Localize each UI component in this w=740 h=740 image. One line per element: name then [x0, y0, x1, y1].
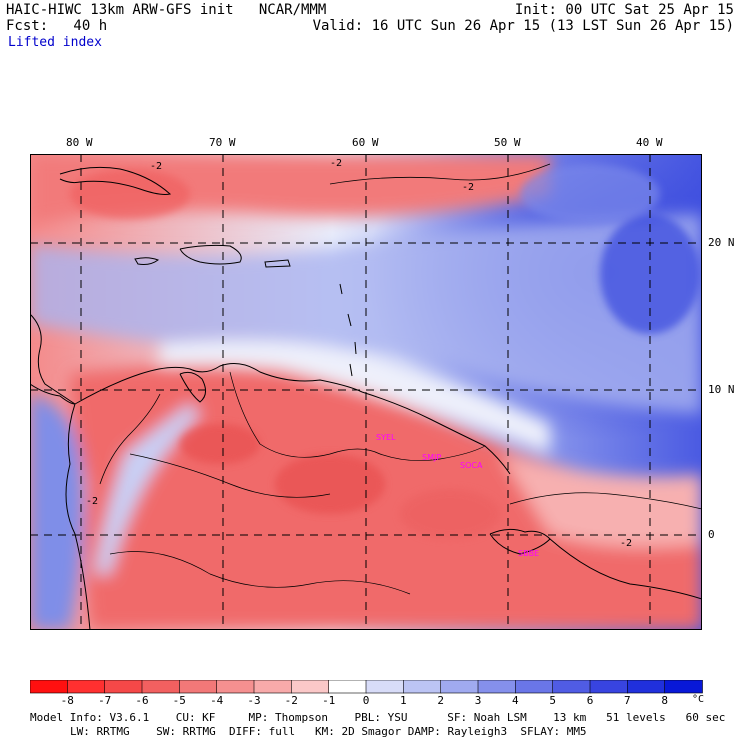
station-smjp: SMJP	[422, 453, 441, 462]
colorbar	[30, 680, 703, 694]
colorbar-swatch	[477, 680, 517, 694]
station-syel: SYEL	[376, 433, 396, 442]
colorbar-swatch	[627, 680, 666, 694]
lon-label-50w: 50 W	[494, 136, 521, 149]
lat-label-20n: 20 N	[708, 236, 735, 249]
station-sbbe: SBBE	[518, 549, 539, 558]
colorbar-swatch	[515, 680, 554, 694]
grid-lines	[30, 154, 702, 630]
colorbar-label: 8	[661, 694, 668, 707]
colorbar-label: -3	[247, 694, 261, 707]
colorbar-swatch	[552, 680, 591, 694]
colorbar-swatch	[216, 680, 255, 694]
colorbar-label: -8	[60, 694, 74, 707]
lifted-index-map: -2 -2 -2 -2 -2 SYEL SMJP SOCA SBBE	[29, 154, 703, 631]
field-name: Lifted index	[8, 35, 102, 50]
colorbar-label: -1	[322, 694, 336, 707]
lon-label-60w: 60 W	[352, 136, 379, 149]
forecast-hour: Fcst: 40 h	[6, 18, 108, 34]
colorbar-label: 6	[586, 694, 594, 707]
lat-label-10n: 10 N	[708, 383, 735, 396]
title-left: HAIC-HIWC 13km ARW-GFS init NCAR/MMM	[6, 2, 327, 18]
contour-label: -2	[620, 538, 632, 549]
colorbar-label: 3	[474, 694, 482, 707]
coastlines	[29, 166, 703, 631]
contour-label: -2	[330, 158, 342, 169]
colorbar-unit: °C	[692, 694, 705, 705]
lon-label-80w: 80 W	[66, 136, 93, 149]
station-soca: SOCA	[460, 461, 483, 470]
colorbar-swatch	[253, 680, 293, 694]
colorbar-swatch	[179, 680, 218, 694]
colorbar-swatch	[440, 680, 479, 694]
colorbar-swatch	[403, 680, 442, 694]
colorbar-swatch	[328, 680, 367, 694]
model-info-line2: LW: RRTMG SW: RRTMG DIFF: full KM: 2D Sm…	[70, 725, 587, 738]
map-frame	[30, 154, 702, 630]
colorbar-swatch	[589, 680, 629, 694]
colorbar-swatch	[67, 680, 106, 694]
contour-label: -2	[86, 496, 98, 507]
colorbar-label: 1	[399, 694, 407, 707]
colorbar-swatch	[291, 680, 330, 694]
lon-label-40w: 40 W	[636, 136, 663, 149]
colorbar-label: -4	[210, 694, 224, 707]
colorbar-swatch	[365, 680, 405, 694]
colorbar-label: -2	[284, 694, 298, 707]
colorbar-label: -5	[172, 694, 186, 707]
map-panel: -2 -2 -2 -2 -2 SYEL SMJP SOCA SBBE	[29, 154, 703, 631]
valid-time: Valid: 16 UTC Sun 26 Apr 15 (13 LST Sun …	[312, 18, 734, 34]
colorbar-label: -7	[98, 694, 112, 707]
colorbar-label: 0	[362, 694, 370, 707]
colorbar-label: -6	[135, 694, 149, 707]
colorbar-swatch	[141, 680, 181, 694]
contour-label: -2	[462, 182, 474, 193]
colorbar-label: 2	[437, 694, 444, 707]
init-time: Init: 00 UTC Sat 25 Apr 15	[514, 2, 734, 18]
contour-lines	[99, 163, 703, 510]
contour-label: -2	[150, 161, 162, 172]
lon-label-70w: 70 W	[209, 136, 236, 149]
model-info-line1: Model Info: V3.6.1 CU: KF MP: Thompson P…	[30, 711, 726, 724]
colorbar-label: 4	[511, 694, 519, 707]
lat-label-0: 0	[708, 528, 715, 541]
colorbar-label: 5	[549, 694, 556, 707]
colorbar-swatch	[104, 680, 143, 694]
colorbar-swatch	[664, 680, 703, 694]
colorbar-swatch	[30, 680, 69, 694]
colorbar-label: 7	[623, 694, 631, 707]
